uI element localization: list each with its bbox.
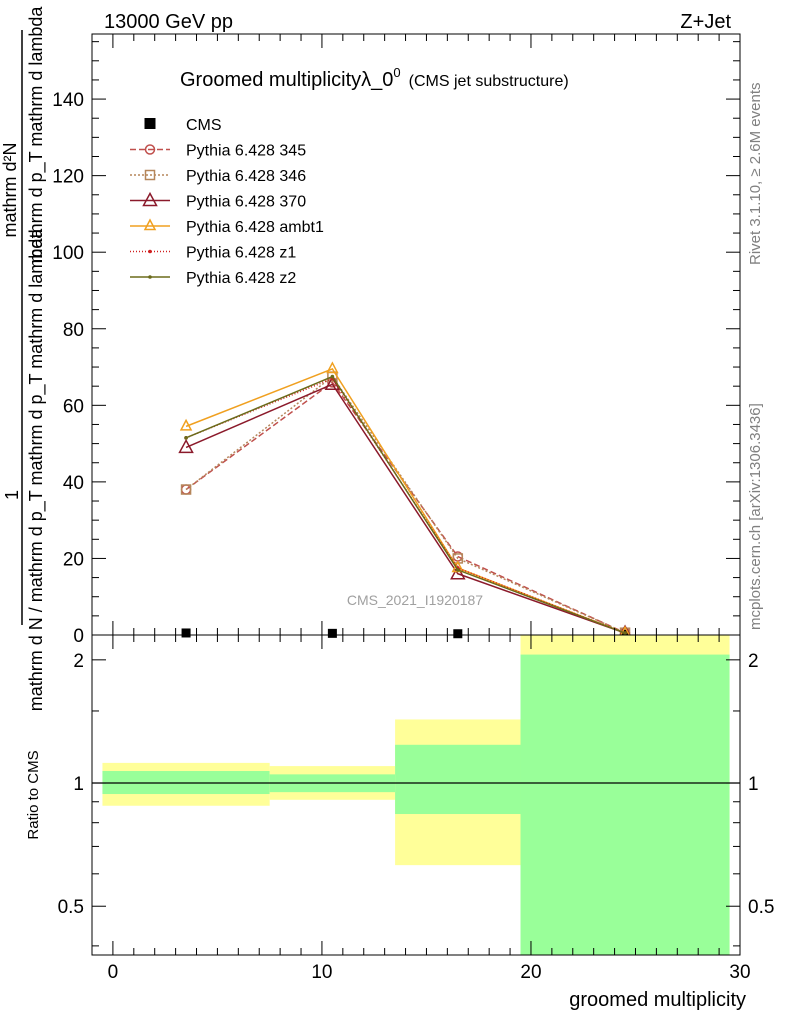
ratio-y-tick-label-left: 0.5 <box>58 897 84 918</box>
ratio-panel: 0.5 0.51 12 20 10 20 30 Ratio to CMS groomed m… <box>25 634 774 1011</box>
ratio-x-label: groomed multiplicity <box>569 989 746 1011</box>
y-label-main: mathrm d N / mathrm d p_T mathrm d p_T m… <box>26 228 47 711</box>
legend-label: Pythia 6.428 370 <box>186 194 306 211</box>
legend-entry: Pythia 6.428 z1 <box>130 245 296 262</box>
legend-label: CMS <box>186 117 222 134</box>
ratio-x-tick-label: 0 <box>108 962 119 983</box>
series-line <box>185 383 626 634</box>
legend-entry: CMS <box>144 117 222 134</box>
legend-marker <box>142 191 158 207</box>
series-line <box>185 377 626 634</box>
legend-entry: Pythia 6.428 370 <box>130 191 306 211</box>
y-tick-label: 100 <box>52 243 84 264</box>
legend-entry: Pythia 6.428 z2 <box>130 270 296 287</box>
data-point <box>453 629 463 639</box>
main-y-axis-label: 1 mathrm d²N mathrm d p_T mathrm d lambd… <box>0 6 47 712</box>
rivet-label: Rivet 3.1.10, ≥ 2.6M events <box>747 83 764 266</box>
y-tick-label: 120 <box>52 167 84 188</box>
ratio-x-tick-label: 10 <box>311 962 332 983</box>
legend-entry: Pythia 6.428 345 <box>130 143 306 160</box>
main-plot-marks <box>178 361 633 639</box>
legend-marker <box>143 218 157 231</box>
legend-marker <box>148 275 152 279</box>
data-point <box>179 418 193 431</box>
data-point <box>456 568 460 572</box>
main-subtitle: (CMS jet substructure) <box>409 73 569 90</box>
data-point <box>450 565 466 580</box>
header-collision: 13000 GeV pp <box>104 11 233 33</box>
ratio-x-tick-label: 30 <box>729 962 750 983</box>
series-pythia-6-428-z2 <box>184 374 627 635</box>
data-point <box>178 438 194 454</box>
mcplots-label: mcplots.cern.ch [arXiv:1306.3436] <box>747 403 764 630</box>
main-title: Groomed multiplicityλ_00 (CMS jet substru… <box>180 65 569 91</box>
data-point <box>330 374 335 379</box>
data-point <box>180 484 192 495</box>
legend-marker <box>144 144 156 155</box>
ratio-y-tick-label-right: 1 <box>748 774 759 795</box>
ratio-y-label: Ratio to CMS <box>25 750 42 839</box>
data-point <box>623 631 627 635</box>
legend-marker <box>148 249 152 254</box>
ratio-bands <box>92 635 740 955</box>
legend-label: Pythia 6.428 z2 <box>186 270 296 287</box>
legend-label: Pythia 6.428 z1 <box>186 245 296 262</box>
y-tick-label: 80 <box>63 320 84 341</box>
legend-marker <box>144 118 156 129</box>
y-label-numerator: mathrm d²N <box>0 142 20 237</box>
y-tick-label: 140 <box>52 90 84 111</box>
data-point <box>324 375 341 391</box>
data-point <box>184 436 188 440</box>
legend-entry: Pythia 6.428 ambt1 <box>130 218 324 236</box>
main-title-superscript: 0 <box>393 65 400 80</box>
series-line <box>185 375 626 634</box>
data-point <box>326 361 339 374</box>
header-process: Z+Jet <box>680 11 731 33</box>
ratio-axes: 0.5 0.51 12 20 10 20 30 <box>58 635 774 983</box>
legend-label: Pythia 6.428 345 <box>186 143 306 160</box>
y-tick-label: 60 <box>63 396 84 417</box>
legend-label: Pythia 6.428 ambt1 <box>186 219 324 236</box>
legend-entry: Pythia 6.428 346 <box>130 168 306 185</box>
ratio-y-tick-label-right: 0.5 <box>748 897 774 918</box>
ratio-inner-band <box>395 744 521 815</box>
ratio-y-tick-label-left: 1 <box>73 774 84 795</box>
ratio-y-tick-label-left: 2 <box>73 651 84 672</box>
data-point <box>181 628 191 638</box>
legend: CMS Pythia 6.428 345 Pythia 6.428 346 Pythi… <box>130 117 324 287</box>
ratio-inner-band <box>520 654 730 955</box>
series-line <box>185 375 626 634</box>
y-label-denominator: mathrm d p_T mathrm d lambda <box>26 6 47 264</box>
y-tick-label: 40 <box>63 473 84 494</box>
y-label-one: 1 <box>2 490 22 500</box>
legend-marker <box>144 169 156 181</box>
ratio-y-tick-label-right: 2 <box>748 651 759 672</box>
legend-label: Pythia 6.428 346 <box>186 168 306 185</box>
y-tick-label: 0 <box>73 626 84 647</box>
ratio-x-tick-label: 20 <box>520 962 541 983</box>
main-panel: 0 20 40 60 80 100 120 140 Groomed multiplicityλ… <box>52 33 741 647</box>
ratio-frame <box>91 634 741 956</box>
data-point <box>327 628 337 638</box>
main-title-text: Groomed multiplicityλ_0 <box>180 69 393 91</box>
watermark: CMS_2021_I1920187 <box>347 592 483 608</box>
y-tick-label: 20 <box>63 549 84 570</box>
